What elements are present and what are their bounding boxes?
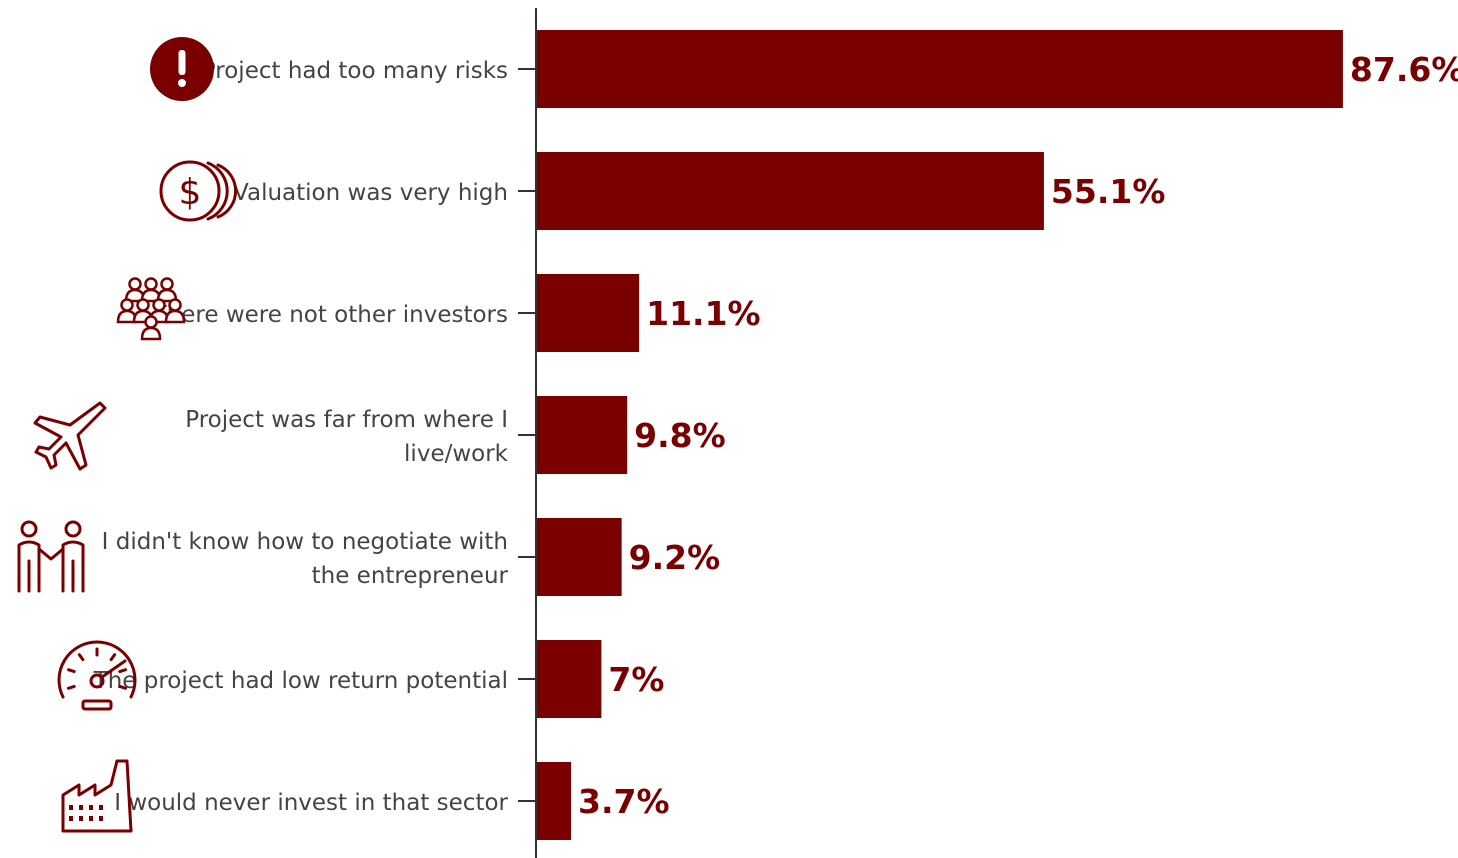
exclamation-circle-icon	[150, 37, 214, 101]
bars-layer: 87.6% Project had too many risks 55.1% Valu…	[93, 30, 1458, 840]
bar-3	[537, 274, 640, 352]
category-label-2: Valuation was very high	[233, 180, 508, 206]
value-label-1: 87.6%	[1350, 50, 1458, 89]
airplane-icon	[33, 401, 107, 471]
value-label-7: 3.7%	[578, 782, 670, 821]
bar-2	[537, 152, 1044, 230]
bar-7	[537, 762, 572, 840]
value-label-6: 7%	[608, 660, 664, 699]
handshake-people-icon	[17, 520, 85, 593]
value-label-3: 11.1%	[646, 294, 761, 333]
bar-1	[537, 30, 1343, 108]
bar-4	[537, 396, 628, 474]
coins-dollar-icon: $	[159, 160, 238, 222]
value-label-5: 9.2%	[629, 538, 721, 577]
category-label-6: The project had low return potential	[93, 668, 508, 694]
category-label-3: There were not other investors	[152, 302, 508, 328]
people-group-icon	[116, 277, 186, 341]
icons-layer: $	[17, 37, 238, 833]
svg-text:$: $	[179, 172, 202, 213]
factory-icon	[61, 759, 133, 833]
bar-6	[537, 640, 602, 718]
bar-5	[537, 518, 622, 596]
speedometer-icon	[57, 640, 137, 711]
value-label-4: 9.8%	[634, 416, 726, 455]
category-label-7: I would never invest in that sector	[114, 790, 508, 816]
category-label-5: I didn't know how to negotiate with the e…	[102, 529, 509, 589]
value-label-2: 55.1%	[1051, 172, 1166, 211]
category-label-1: Project had too many risks	[202, 58, 508, 84]
